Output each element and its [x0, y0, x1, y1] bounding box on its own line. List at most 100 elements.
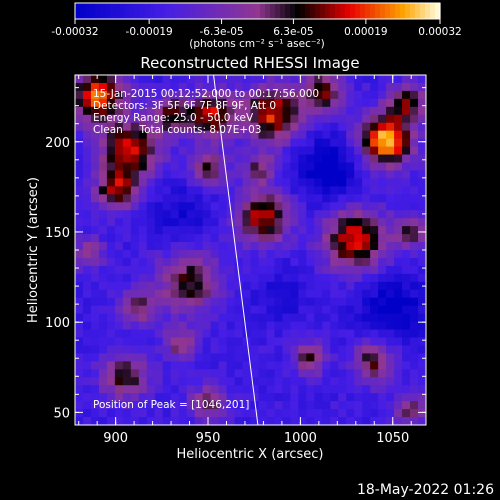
heatmap-cell: [274, 122, 283, 132]
heatmap-cell: [82, 210, 92, 219]
heatmap-cell: [394, 313, 403, 323]
heatmap-cell: [250, 250, 259, 259]
heatmap-cell: [106, 130, 116, 140]
heatmap-cell: [234, 122, 244, 132]
heatmap-cell: [210, 401, 220, 410]
heatmap-cell: [138, 313, 148, 323]
heatmap-cell: [266, 337, 275, 346]
heatmap-cell: [170, 305, 180, 315]
heatmap-cell: [242, 218, 251, 227]
heatmap-cell: [106, 345, 116, 354]
heatmap-cell: [402, 297, 411, 307]
heatmap-cell: [298, 273, 307, 283]
heatmap-cell: [98, 369, 108, 378]
heatmap-cell: [290, 242, 299, 251]
heatmap-cell: [418, 226, 426, 235]
heatmap-cell: [330, 313, 339, 323]
heatmap-cell: [378, 369, 387, 378]
heatmap-cell: [234, 417, 244, 425]
heatmap-cell: [186, 250, 196, 259]
heatmap-cell: [274, 154, 283, 163]
heatmap-cell: [98, 337, 108, 346]
heatmap-cell: [418, 98, 426, 108]
heatmap-cell: [250, 329, 259, 338]
heatmap-cell: [282, 273, 291, 283]
heatmap-cell: [354, 234, 363, 243]
heatmap-cell: [250, 178, 259, 187]
heatmap-cell: [114, 345, 124, 354]
heatmap-cell: [178, 186, 188, 195]
heatmap-cell: [202, 162, 212, 171]
heatmap-cell: [202, 377, 212, 386]
colorbar-cell: [85, 3, 91, 19]
heatmap-cell: [402, 154, 411, 163]
heatmap-cell: [242, 242, 251, 251]
heatmap-cell: [290, 178, 299, 187]
heatmap-cell: [106, 162, 116, 171]
heatmap-cell: [202, 281, 212, 291]
heatmap-cell: [306, 273, 315, 283]
heatmap-cell: [202, 385, 212, 394]
heatmap-cell: [122, 273, 132, 283]
heatmap-cell: [338, 385, 347, 394]
heatmap-cell: [290, 385, 299, 394]
heatmap-cell: [226, 138, 236, 148]
heatmap-cell: [106, 281, 116, 291]
heatmap-cell: [338, 345, 347, 354]
heatmap-cell: [338, 273, 347, 283]
heatmap-cell: [290, 170, 299, 179]
heatmap-cell: [410, 369, 419, 378]
heatmap-cell: [362, 98, 371, 108]
heatmap-cell: [330, 234, 339, 243]
heatmap-cell: [194, 122, 204, 132]
heatmap-cell: [98, 345, 108, 354]
heatmap-cell: [298, 226, 307, 235]
heatmap-cell: [330, 281, 339, 291]
heatmap-cell: [250, 401, 259, 410]
heatmap-cell: [202, 154, 212, 163]
heatmap-cell: [290, 82, 299, 92]
heatmap-cell: [194, 401, 204, 410]
heatmap-cell: [266, 98, 275, 108]
heatmap-cell: [194, 154, 204, 163]
heatmap-cell: [82, 234, 92, 243]
heatmap-cell: [274, 138, 283, 148]
heatmap-cell: [314, 313, 323, 323]
heatmap-cell: [138, 401, 148, 410]
heatmap-cell: [266, 82, 275, 92]
heatmap-cell: [178, 401, 188, 410]
heatmap-cell: [266, 114, 275, 124]
heatmap-cell: [410, 202, 419, 211]
heatmap-cell: [138, 194, 148, 203]
heatmap-cell: [114, 170, 124, 179]
heatmap-cell: [114, 138, 124, 148]
heatmap-cell: [250, 210, 259, 219]
heatmap-cell: [234, 90, 244, 100]
heatmap-cell: [146, 353, 156, 362]
heatmap-cell: [170, 218, 180, 227]
heatmap-cell: [75, 114, 84, 124]
heatmap-cell: [266, 409, 275, 418]
heatmap-cell: [418, 154, 426, 163]
heatmap-cell: [418, 297, 426, 307]
heatmap-cell: [98, 329, 108, 338]
heatmap-cell: [402, 114, 411, 124]
heatmap-cell: [202, 98, 212, 108]
colorbar-tick-label: 0.00032: [418, 26, 461, 38]
heatmap-cell: [82, 289, 92, 299]
heatmap-cell: [290, 281, 299, 291]
heatmap-cell: [194, 114, 204, 124]
heatmap-cell: [226, 98, 236, 108]
colorbar-unit-label: (photons cm⁻² s⁻¹ asec⁻²): [189, 38, 324, 50]
heatmap-cell: [90, 242, 100, 251]
heatmap-cell: [306, 210, 315, 219]
heatmap-cell: [338, 82, 347, 92]
heatmap-cell: [75, 75, 84, 84]
heatmap-cell: [306, 305, 315, 315]
heatmap-cell: [346, 170, 355, 179]
heatmap-cell: [346, 257, 355, 267]
heatmap-cell: [258, 321, 267, 331]
heatmap-cell: [90, 178, 100, 187]
heatmap-cell: [75, 162, 84, 171]
heatmap-cell: [266, 186, 275, 195]
